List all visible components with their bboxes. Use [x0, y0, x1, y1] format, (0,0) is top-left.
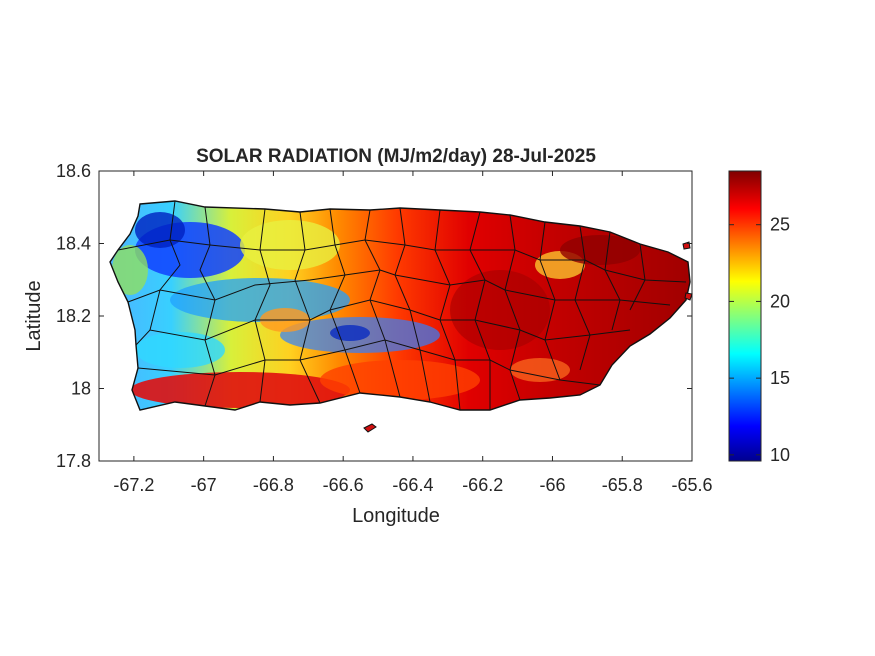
y-tick-label: 18.6: [56, 161, 91, 181]
radiation-blob: [170, 278, 350, 322]
x-tick-label: -67.2: [113, 475, 154, 495]
colorbar-tick-label: 25: [770, 215, 790, 235]
islet: [363, 423, 377, 433]
x-axis-label: Longitude: [352, 505, 440, 527]
x-tick-label: -65.8: [602, 475, 643, 495]
radiation-blob: [510, 358, 570, 382]
x-tick-label: -66.4: [392, 475, 433, 495]
y-axis-ticks: 17.8 18 18.2 18.4 18.6: [56, 161, 692, 471]
y-axis-label: Latitude: [23, 280, 45, 351]
colorbar-ticks: 10 15 20 25: [729, 215, 790, 465]
radiation-blob: [130, 372, 350, 408]
islet: [684, 292, 693, 301]
x-tick-label: -66.6: [323, 475, 364, 495]
islet-shapes: [363, 241, 693, 433]
x-tick-label: -66.8: [253, 475, 294, 495]
x-tick-label: -66: [539, 475, 565, 495]
y-tick-label: 17.8: [56, 451, 91, 471]
radiation-blob: [135, 212, 185, 248]
y-tick-label: 18: [71, 379, 91, 399]
x-tick-label: -65.6: [671, 475, 712, 495]
colorbar-tick-label: 20: [770, 291, 790, 311]
colorbar-tick-label: 15: [770, 368, 790, 388]
x-tick-label: -67: [191, 475, 217, 495]
radiation-blob: [450, 270, 550, 350]
radiation-blob: [560, 235, 640, 265]
radiation-blob: [135, 332, 225, 368]
x-axis-ticks: -67.2 -67 -66.8 -66.6 -66.4 -66.2 -66 -65.8 -65.…: [113, 171, 713, 495]
colorbar-tick-label: 10: [770, 445, 790, 465]
y-tick-label: 18.4: [56, 234, 91, 254]
municipality-borders: [109, 200, 691, 411]
x-tick-label: -66.2: [462, 475, 503, 495]
radiation-blob: [112, 245, 148, 295]
radiation-blob: [240, 220, 340, 270]
colorbar: [728, 170, 762, 462]
y-tick-label: 18.2: [56, 306, 91, 326]
chart-title: SOLAR RADIATION (MJ/m2/day) 28-Jul-2025: [196, 146, 596, 167]
radiation-blob: [320, 360, 480, 400]
